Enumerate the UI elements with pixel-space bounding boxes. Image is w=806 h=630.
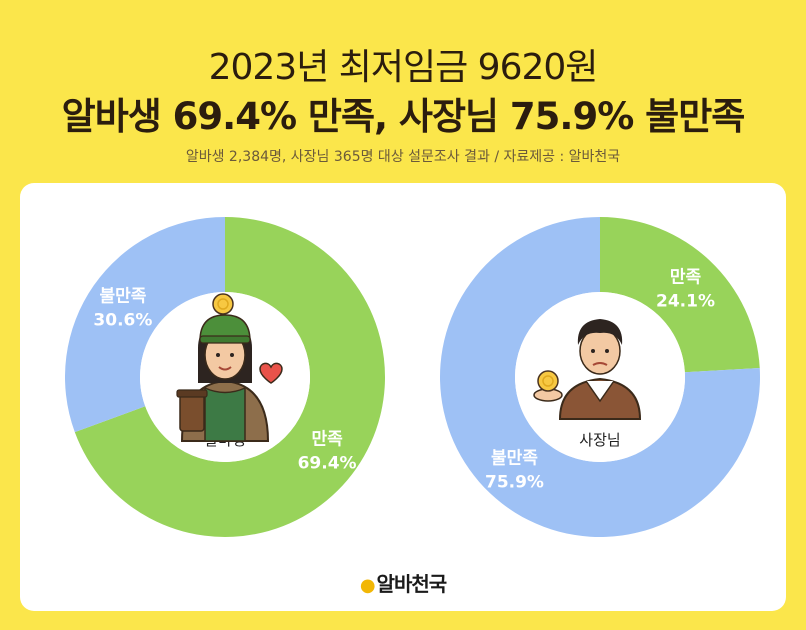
center-label: 사장님 bbox=[579, 431, 620, 449]
logo-text: 알바천국 bbox=[376, 572, 448, 596]
slice-label: 만족 bbox=[311, 429, 343, 449]
owner-illustration bbox=[533, 319, 642, 420]
slice-label: 불만족 bbox=[99, 287, 146, 307]
slice-label: 불만족 bbox=[491, 448, 538, 468]
donut-chart-owner: 만족 24.1% 불만족 75.9% 사장님 bbox=[440, 217, 760, 537]
alba-chunkuk-logo: ● 알바천국 bbox=[0, 568, 806, 597]
donut-hole bbox=[515, 292, 685, 462]
slice-satisfied bbox=[74, 217, 385, 537]
slice-label: 만족 bbox=[670, 268, 702, 288]
slice-satisfied bbox=[600, 217, 760, 373]
slice-dissatisfied bbox=[440, 217, 760, 537]
subtitle: 알바생 2,384명, 사장님 365명 대상 설문조사 결과 / 자료제공 :… bbox=[185, 149, 621, 165]
slice-value-label: 30.6% bbox=[93, 311, 152, 331]
slice-dissatisfied bbox=[64, 217, 225, 433]
title-line1: 2023년 최저임금 9620원 bbox=[208, 47, 599, 88]
bee-icon: ● bbox=[359, 575, 376, 596]
slice-value-label: 75.9% bbox=[485, 472, 544, 492]
title-line2: 알바생 69.4% 만족, 사장님 75.9% 불만족 bbox=[61, 95, 746, 138]
slice-value-label: 69.4% bbox=[298, 453, 357, 473]
slice-value-label: 24.1% bbox=[656, 292, 715, 312]
worker-illustration bbox=[176, 293, 283, 442]
